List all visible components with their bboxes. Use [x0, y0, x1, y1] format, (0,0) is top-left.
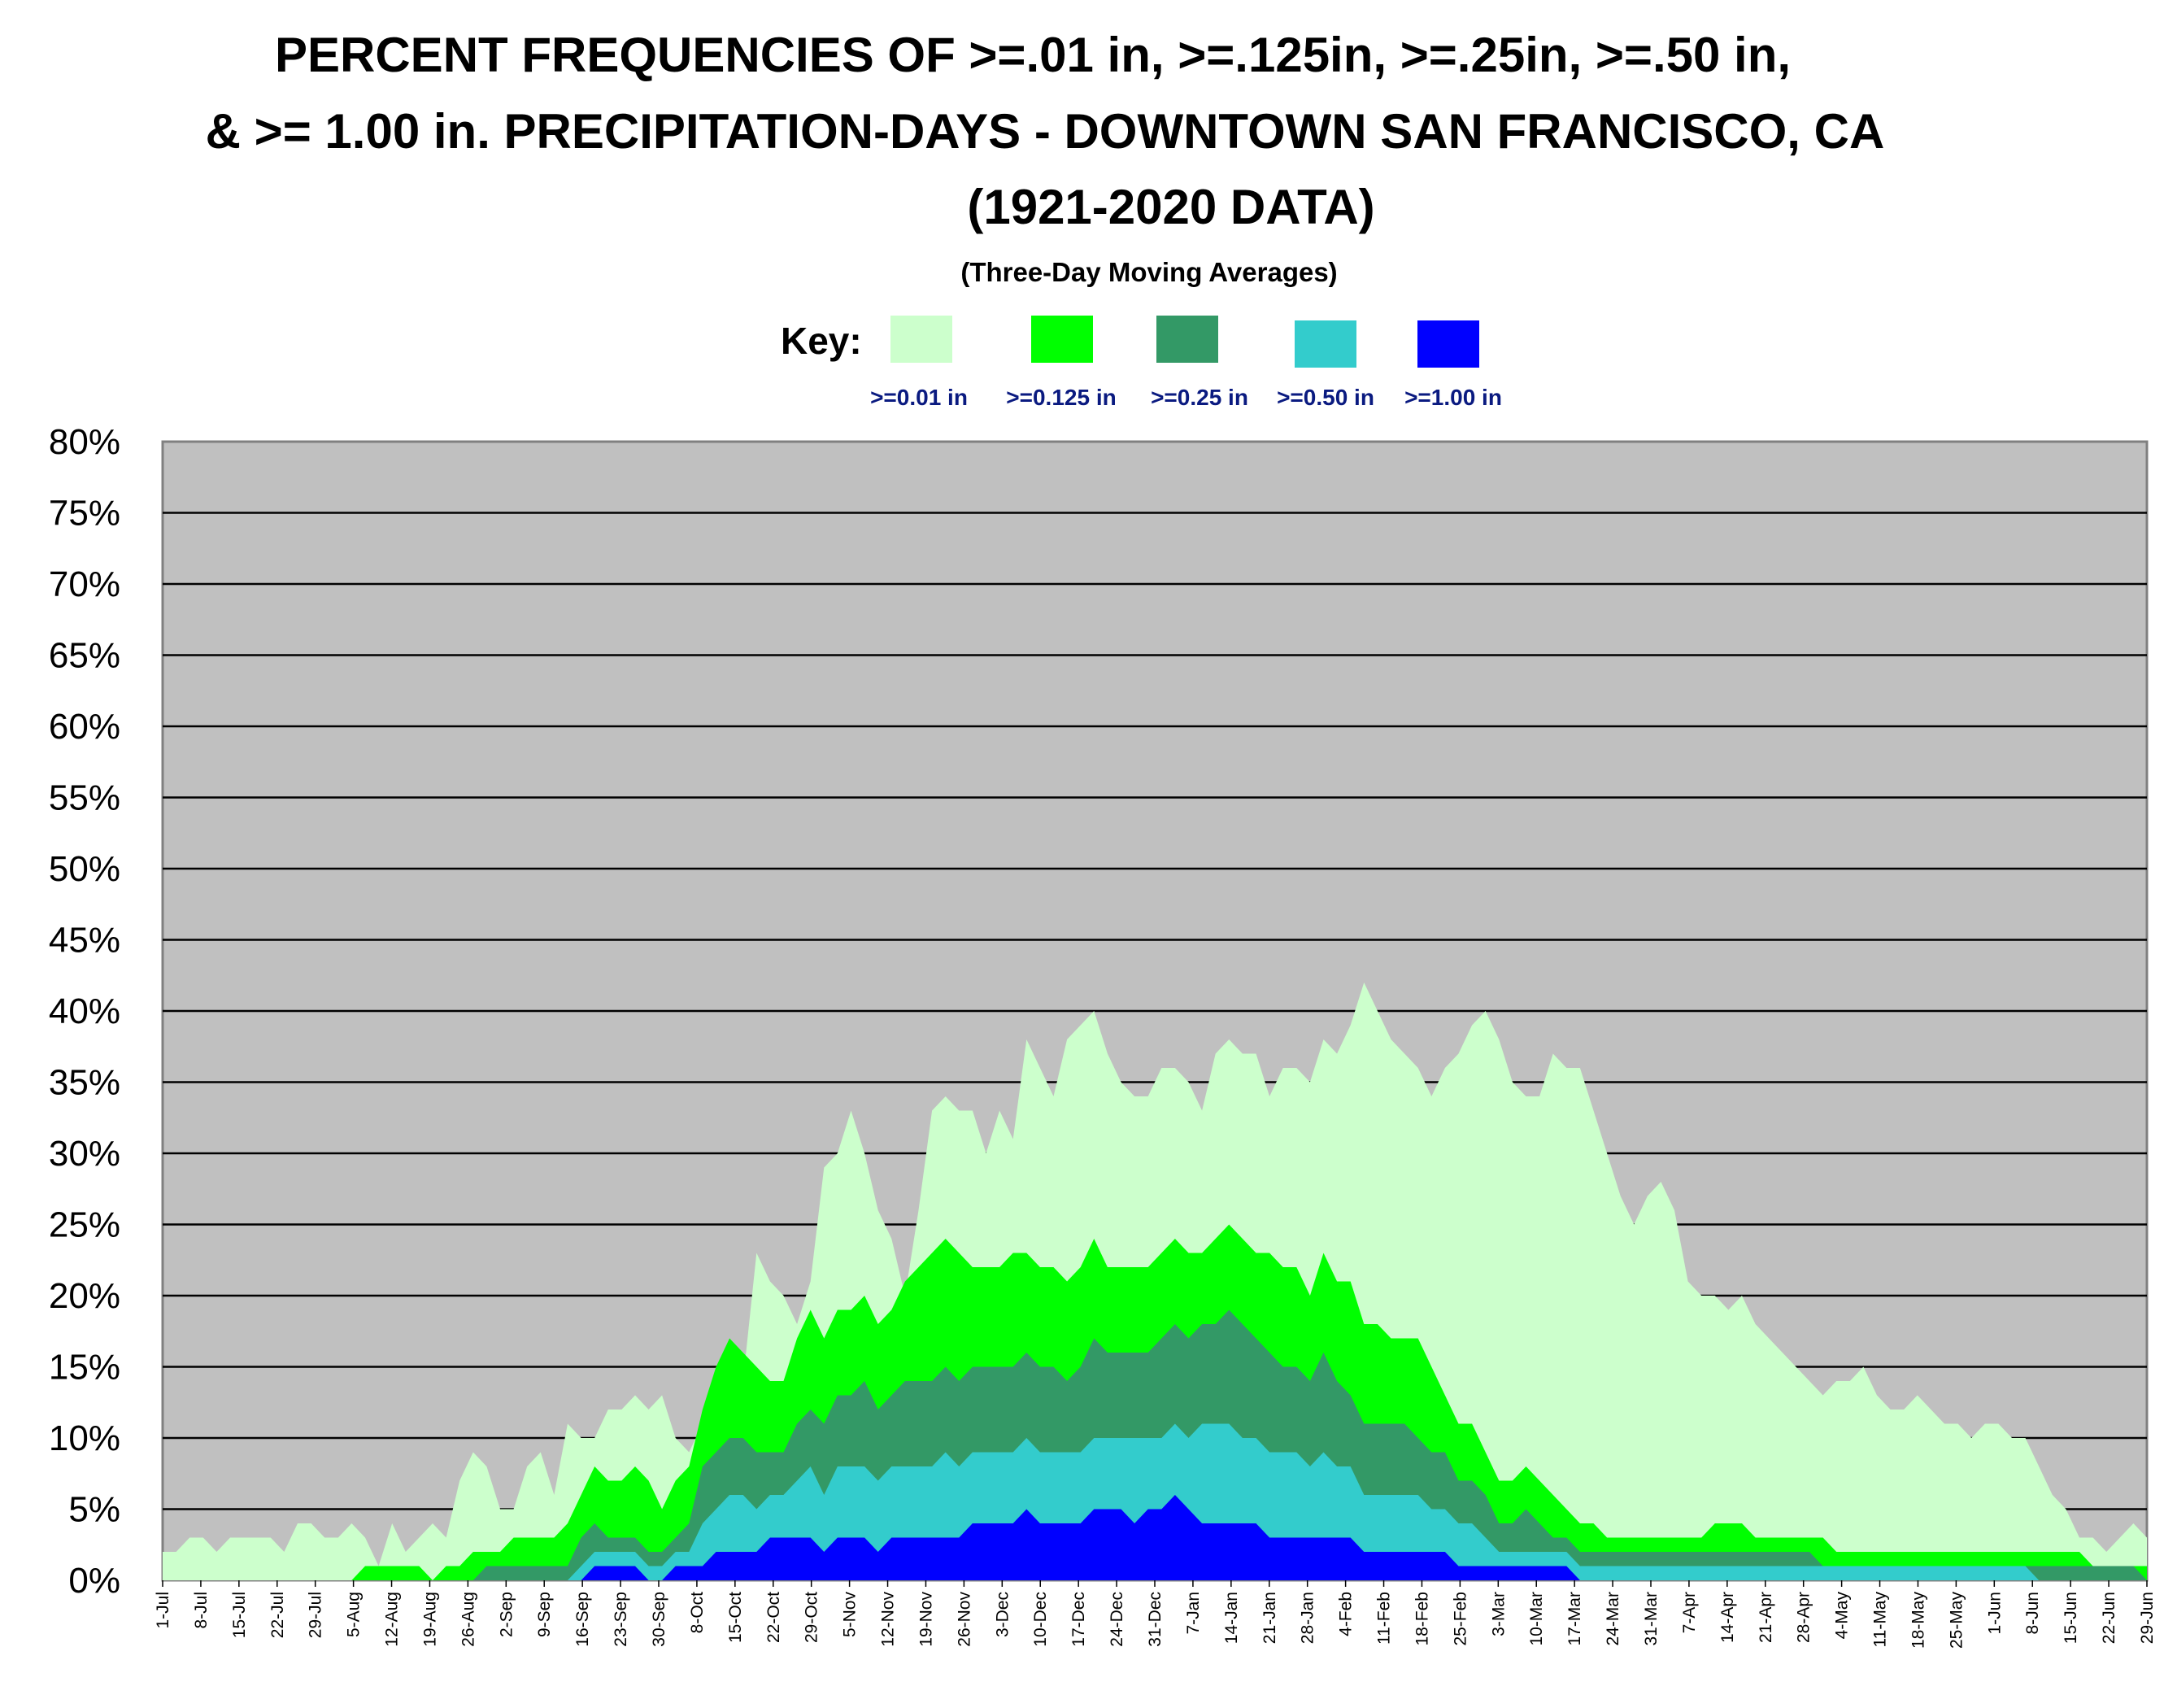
y-tick-label: 10% [49, 1418, 120, 1458]
x-tick-label: 22-Jun [2100, 1592, 2118, 1644]
y-tick-label: 65% [49, 636, 120, 676]
legend-swatch [1417, 320, 1479, 368]
y-tick-label: 0% [68, 1561, 120, 1601]
x-tick-label: 29-Jun [2138, 1592, 2157, 1644]
x-tick-label: 8-Jun [2023, 1592, 2042, 1635]
x-tick-label: 22-Oct [764, 1592, 783, 1643]
x-tick-label: 12-Nov [879, 1592, 898, 1647]
x-tick-label: 3-Dec [993, 1592, 1012, 1637]
x-axis: 1-Jul 8-Jul 15-Jul 22-Jul 29-Jul 5-Aug 12-Aug 1… [154, 1580, 2157, 1649]
y-tick-label: 55% [49, 778, 120, 818]
legend-label: >=0.01 in [870, 385, 968, 410]
x-tick-label: 19-Aug [420, 1592, 439, 1647]
x-tick-label: 17-Mar [1565, 1592, 1584, 1646]
x-tick-label: 10-Mar [1527, 1592, 1546, 1646]
legend-swatch [1295, 320, 1356, 368]
y-tick-label: 15% [49, 1348, 120, 1388]
y-tick-label: 5% [68, 1490, 120, 1530]
legend-swatch [1156, 316, 1218, 363]
x-tick-label: 12-Aug [383, 1592, 402, 1647]
x-tick-label: 31-Dec [1146, 1592, 1165, 1647]
precipitation-areas [163, 983, 2147, 1580]
legend-swatch [1031, 316, 1093, 363]
chart-subtitle: (Three-Day Moving Averages) [960, 257, 1337, 287]
y-tick-label: 45% [49, 921, 120, 961]
x-tick-label: 7-Jan [1184, 1592, 1203, 1635]
x-tick-label: 8-Jul [192, 1592, 211, 1629]
y-tick-label: 20% [49, 1276, 120, 1316]
x-tick-label: 11-May [1871, 1592, 1890, 1648]
x-tick-label: 11-Feb [1375, 1592, 1394, 1645]
x-tick-label: 17-Dec [1069, 1592, 1088, 1647]
legend-label: >=0.25 in [1151, 385, 1248, 410]
x-tick-label: 21-Apr [1757, 1592, 1775, 1643]
x-tick-label: 9-Sep [535, 1592, 554, 1637]
x-tick-label: 10-Dec [1031, 1592, 1050, 1647]
x-tick-label: 28-Apr [1795, 1592, 1813, 1643]
x-tick-label: 3-Mar [1489, 1592, 1508, 1636]
x-tick-label: 15-Jun [2062, 1592, 2080, 1644]
legend: >=0.01 in >=0.125 in >=0.25 in >=0.50 in >=1… [870, 316, 1502, 410]
x-tick-label: 21-Jan [1260, 1592, 1279, 1644]
legend-label: >=0.50 in [1277, 385, 1374, 410]
x-tick-label: 24-Dec [1108, 1592, 1126, 1647]
legend-swatch [890, 316, 952, 363]
x-tick-label: 31-Mar [1642, 1592, 1661, 1646]
y-axis: 0% 5% 10% 15% 20% 25% 30% 35% 40% 45% 50% 55% 60% 65%… [49, 422, 120, 1601]
chart-title-line-2: & >= 1.00 in. PRECIPITATION-DAYS - DOWNT… [206, 104, 1885, 159]
x-tick-label: 4-Feb [1337, 1592, 1356, 1636]
x-tick-label: 24-Mar [1604, 1592, 1622, 1646]
x-tick-label: 18-May [1909, 1592, 1927, 1649]
x-tick-label: 15-Oct [726, 1592, 745, 1643]
series-area [163, 1423, 2147, 1580]
chart-title-line-1: PERCENT FREQUENCIES OF >=.01 in, >=.125i… [275, 28, 1791, 82]
x-tick-label: 26-Aug [459, 1592, 477, 1647]
x-tick-label: 5-Aug [345, 1592, 364, 1637]
x-tick-label: 25-May [1947, 1592, 1966, 1649]
x-tick-label: 5-Nov [841, 1592, 860, 1638]
x-tick-label: 2-Sep [497, 1592, 516, 1637]
x-tick-label: 4-May [1833, 1592, 1852, 1640]
x-tick-label: 1-Jul [154, 1592, 172, 1629]
y-tick-label: 80% [49, 422, 120, 462]
x-tick-label: 26-Nov [955, 1592, 973, 1647]
x-tick-label: 29-Oct [803, 1592, 821, 1643]
y-tick-label: 50% [49, 849, 120, 889]
x-tick-label: 18-Feb [1413, 1592, 1431, 1646]
legend-key-label: Key: [781, 320, 862, 362]
x-tick-label: 30-Sep [650, 1592, 668, 1647]
x-tick-label: 16-Sep [573, 1592, 592, 1647]
x-tick-label: 14-Jan [1222, 1592, 1241, 1644]
x-tick-label: 15-Jul [230, 1592, 249, 1638]
y-tick-label: 40% [49, 991, 120, 1031]
y-tick-label: 25% [49, 1205, 120, 1245]
legend-label: >=1.00 in [1404, 385, 1502, 410]
x-tick-label: 14-Apr [1718, 1592, 1737, 1643]
x-tick-label: 8-Oct [688, 1592, 707, 1634]
y-tick-label: 75% [49, 494, 120, 534]
x-tick-label: 29-Jul [307, 1592, 325, 1638]
y-tick-label: 70% [49, 564, 120, 604]
series-area [163, 1495, 2147, 1580]
y-tick-label: 30% [49, 1134, 120, 1174]
chart-title-line-3: (1921-2020 DATA) [967, 180, 1374, 234]
y-tick-label: 35% [49, 1063, 120, 1103]
x-tick-label: 25-Feb [1451, 1592, 1469, 1646]
x-tick-label: 19-Nov [917, 1592, 935, 1647]
legend-label: >=0.125 in [1006, 385, 1116, 410]
x-tick-label: 28-Jan [1299, 1592, 1317, 1644]
x-tick-label: 1-Jun [1985, 1592, 2004, 1635]
x-tick-label: 7-Apr [1680, 1592, 1699, 1633]
x-tick-label: 22-Jul [268, 1592, 287, 1638]
y-tick-label: 60% [49, 707, 120, 747]
x-tick-label: 23-Sep [612, 1592, 630, 1647]
